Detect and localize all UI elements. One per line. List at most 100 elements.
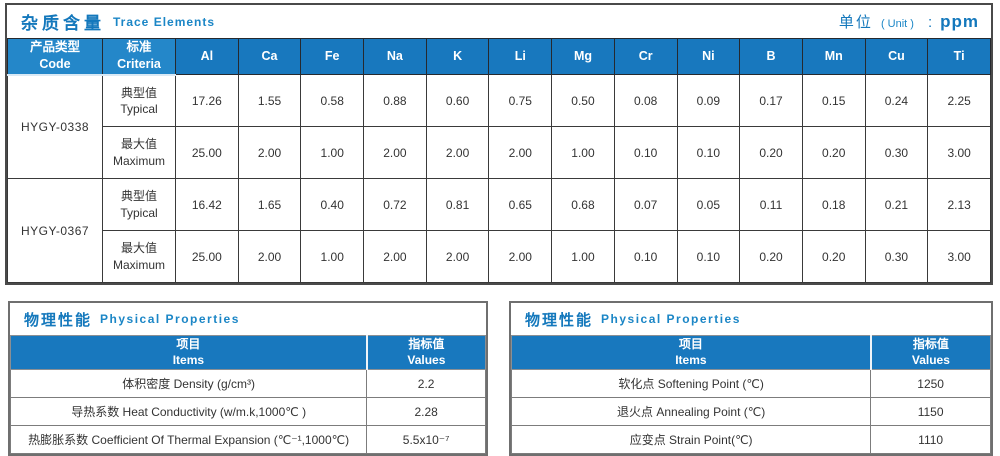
trace-elements-table: 产品类型 Code 标准 Criteria Al Ca Fe Na K Li Mg Cr Ni B… — [7, 38, 991, 283]
criteria-zh: 典型值 — [120, 189, 157, 204]
physical-left-title-band: 物理性能 Physical Properties — [10, 303, 486, 335]
criteria-en: Maximum — [112, 153, 165, 168]
value-cell-cu: 0.30 — [864, 230, 929, 283]
col-header-code-en: Code — [39, 57, 71, 72]
col-header-criteria-zh: 标准 — [126, 40, 152, 55]
property-item-cell: 导热系数 Heat Conductivity (w/m.k,1000℃ ) — [9, 397, 368, 427]
value-cell-mn: 0.18 — [801, 178, 866, 231]
unit-value: ppm — [940, 12, 979, 31]
property-item-cell: 热膨胀系数 Coefficient Of Thermal Expansion (… — [9, 425, 368, 455]
criteria-cell: 典型值 Typical — [102, 74, 176, 127]
value-cell-na: 2.00 — [363, 230, 427, 283]
value-cell-ti: 3.00 — [927, 230, 991, 283]
physical-right-header-row: 项目 Items 指标值 Values — [510, 334, 991, 371]
value-cell-al: 17.26 — [175, 74, 239, 127]
criteria-zh: 最大值 — [120, 137, 157, 152]
value-cell-fe: 0.58 — [300, 74, 365, 127]
trace-title-zh: 杂质含量 — [21, 14, 105, 33]
value-cell-na: 0.72 — [363, 178, 427, 231]
value-cell-ni: 0.09 — [676, 74, 741, 127]
unit-label: 单位 ( Unit ) : ppm — [839, 11, 979, 32]
value-cell-li: 2.00 — [488, 126, 553, 179]
physical-left-title-en: Physical Properties — [100, 312, 240, 326]
criteria-label: 最大值 Maximum — [104, 240, 175, 272]
value-cell-na: 0.88 — [363, 74, 427, 127]
value-cell-k: 2.00 — [425, 126, 490, 179]
value-cell-cu: 0.21 — [864, 178, 929, 231]
col-header-values-en: Values — [911, 352, 950, 367]
unit-en: ( Unit ) — [880, 18, 914, 30]
physical-left-table: 项目 Items 指标值 Values 体积密度 Density (g/cm³)… — [9, 334, 486, 455]
physical-left-title-zh: 物理性能 — [24, 311, 93, 329]
property-value-cell: 5.5x10⁻⁷ — [366, 425, 486, 455]
criteria-label: 典型值 Typical — [104, 188, 175, 220]
col-header-items-zh: 项目 — [176, 337, 201, 351]
unit-separator: : — [927, 14, 933, 31]
value-cell-cu: 0.30 — [864, 126, 929, 179]
value-cell-k: 0.60 — [425, 74, 490, 127]
value-cell-k: 0.81 — [425, 178, 490, 231]
col-header-code-zh: 产品类型 — [29, 40, 80, 55]
trace-elements-section: 杂质含量 Trace Elements 单位 ( Unit ) : ppm 产品… — [5, 3, 993, 285]
property-item-cell: 退火点 Annealing Point (℃) — [510, 397, 872, 427]
value-cell-cr: 0.10 — [613, 230, 678, 283]
col-header-element-b: B — [739, 38, 803, 75]
property-value-cell: 1150 — [870, 397, 991, 427]
value-cell-fe: 0.40 — [300, 178, 365, 231]
value-cell-mn: 0.20 — [801, 230, 866, 283]
value-cell-al: 25.00 — [175, 230, 239, 283]
col-header-values: 指标值 Values — [366, 334, 486, 371]
physical-property-row: 热膨胀系数 Coefficient Of Thermal Expansion (… — [9, 425, 486, 455]
value-cell-cr: 0.08 — [613, 74, 678, 127]
trace-data-row: HYGY-0338 典型值 Typical 17.26 1.55 0.58 0.88 0.60… — [7, 74, 991, 179]
property-value-cell: 2.28 — [366, 397, 486, 427]
col-header-element-mg: Mg — [551, 38, 615, 75]
value-cell-b: 0.20 — [739, 230, 803, 283]
trace-data-row: 最大值 Maximum 25.00 2.00 1.00 2.00 2.00 2.00 1.00 0… — [8, 230, 991, 283]
criteria-cell: 典型值 Typical — [102, 178, 176, 231]
col-header-items-en: Items — [172, 352, 205, 367]
value-cell-ni: 0.10 — [676, 230, 741, 283]
value-cell-mg: 0.68 — [551, 178, 615, 231]
value-cell-b: 0.11 — [739, 178, 803, 231]
col-header-items-zh: 项目 — [678, 337, 703, 351]
col-header-values-zh: 指标值 — [408, 337, 445, 351]
property-value-cell: 2.2 — [366, 369, 486, 399]
physical-property-row: 体积密度 Density (g/cm³) 2.2 — [9, 369, 486, 399]
physical-right-title-band: 物理性能 Physical Properties — [511, 303, 991, 335]
col-header-element-cr: Cr — [613, 38, 678, 75]
col-header-element-k: K — [425, 38, 490, 75]
value-cell-mg: 1.00 — [551, 230, 615, 283]
product-code-cell: HYGY-0367 — [7, 178, 103, 283]
col-header-element-fe: Fe — [300, 38, 365, 75]
value-cell-fe: 1.00 — [300, 230, 365, 283]
value-cell-ca: 1.55 — [237, 74, 302, 127]
col-header-element-ca: Ca — [237, 38, 302, 75]
value-cell-cr: 0.10 — [613, 126, 678, 179]
criteria-zh: 最大值 — [120, 241, 157, 256]
product-code-cell: HYGY-0338 — [7, 74, 103, 179]
criteria-en: Typical — [120, 205, 158, 220]
criteria-label: 最大值 Maximum — [104, 136, 175, 168]
col-header-criteria: 标准 Criteria — [102, 38, 176, 76]
criteria-zh: 典型值 — [120, 85, 157, 100]
col-header-element-na: Na — [363, 38, 427, 75]
col-header-values: 指标值 Values — [870, 334, 991, 371]
value-cell-b: 0.20 — [739, 126, 803, 179]
trace-title-band: 杂质含量 Trace Elements 单位 ( Unit ) : ppm — [7, 5, 991, 38]
value-cell-ca: 2.00 — [237, 126, 302, 179]
value-cell-ca: 2.00 — [237, 230, 302, 283]
criteria-en: Typical — [120, 101, 158, 116]
physical-right-table: 项目 Items 指标值 Values 软化点 Softening Point … — [510, 334, 991, 455]
value-cell-ti: 2.13 — [927, 178, 991, 231]
value-cell-al: 25.00 — [175, 126, 239, 179]
col-header-code: 产品类型 Code — [7, 38, 103, 76]
physical-right-title-en: Physical Properties — [601, 312, 741, 326]
col-header-element-mn: Mn — [801, 38, 866, 75]
col-header-element-ni: Ni — [676, 38, 741, 75]
value-cell-mg: 1.00 — [551, 126, 615, 179]
col-header-element-al: Al — [175, 38, 239, 75]
col-header-element-ti: Ti — [927, 38, 991, 75]
physical-properties-left-section: 物理性能 Physical Properties 项目 Items 指标值 Va… — [8, 301, 488, 456]
value-cell-b: 0.17 — [739, 74, 803, 127]
